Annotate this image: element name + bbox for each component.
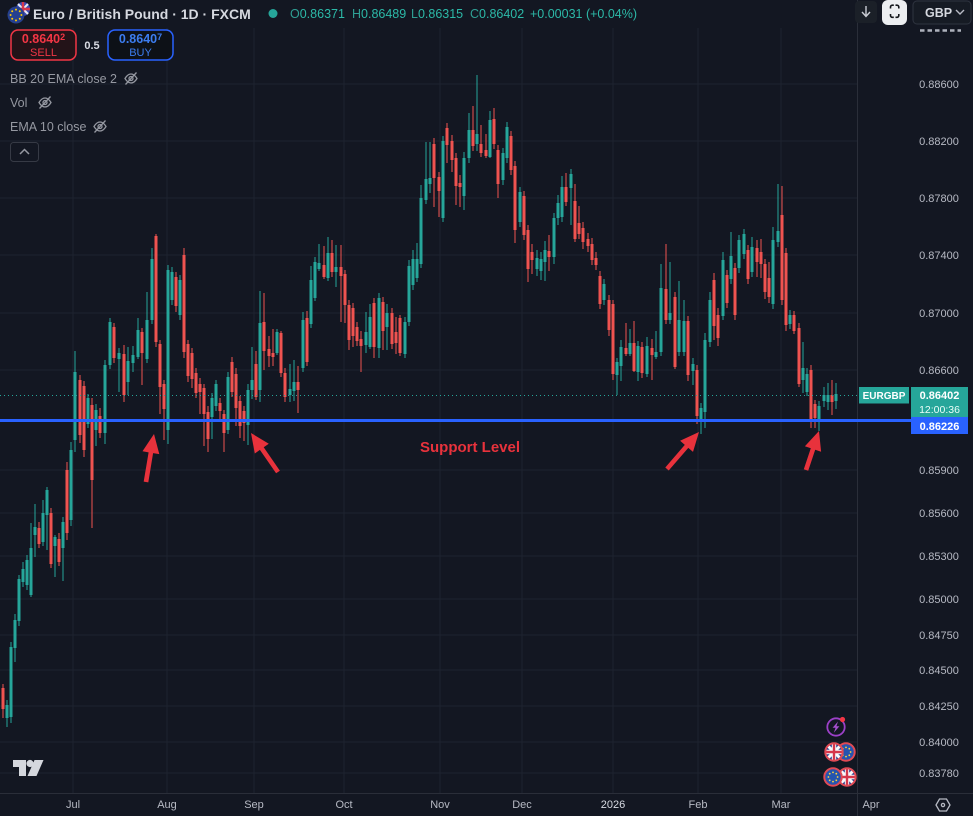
svg-text:0.86407: 0.86407 [119,32,162,46]
svg-text:EURGBP: EURGBP [863,391,906,402]
svg-text:0.87400: 0.87400 [919,250,959,262]
svg-text:Nov: Nov [430,799,450,811]
svg-text:0.85900: 0.85900 [919,465,959,477]
svg-text:Mar: Mar [772,799,791,811]
svg-text:0.84750: 0.84750 [919,630,959,642]
svg-text:0.84500: 0.84500 [919,665,959,677]
svg-text:+0.00031 (+0.04%): +0.00031 (+0.04%) [530,7,637,21]
svg-text:SELL: SELL [30,47,57,59]
svg-text:12:00:36: 12:00:36 [919,404,960,416]
svg-text:0.86402: 0.86402 [22,32,65,46]
svg-text:0.88200: 0.88200 [919,136,959,148]
svg-text:0.84000: 0.84000 [919,737,959,749]
svg-text:Aug: Aug [157,799,177,811]
svg-text:0.87000: 0.87000 [919,308,959,320]
svg-text:GBP: GBP [925,6,952,20]
svg-text:Apr: Apr [862,799,879,811]
svg-text:0.85300: 0.85300 [919,551,959,563]
svg-text:Dec: Dec [512,799,532,811]
svg-text:0.86402: 0.86402 [920,390,960,402]
svg-text:Jul: Jul [66,799,80,811]
svg-text:0.83780: 0.83780 [919,768,959,780]
svg-text:H0.86489: H0.86489 [352,7,406,21]
svg-text:0.85600: 0.85600 [919,508,959,520]
svg-text:0.84250: 0.84250 [919,701,959,713]
svg-text:2026: 2026 [601,799,625,811]
svg-text:0.86600: 0.86600 [919,365,959,377]
svg-text:Sep: Sep [244,799,264,811]
svg-text:0.85000: 0.85000 [919,594,959,606]
svg-text:C0.86402: C0.86402 [470,7,524,21]
svg-text:0.86226: 0.86226 [920,421,960,433]
svg-text:Euro / British Pound · 1D · FX: Euro / British Pound · 1D · FXCM [33,6,251,22]
svg-text:0.88600: 0.88600 [919,79,959,91]
svg-text:0.5: 0.5 [84,40,99,52]
svg-text:0.87800: 0.87800 [919,193,959,205]
svg-text:Oct: Oct [335,799,352,811]
svg-text:BB 20 EMA close 2: BB 20 EMA close 2 [10,72,117,86]
svg-text:Vol: Vol [10,96,27,110]
svg-text:Support Level: Support Level [420,439,520,456]
svg-text:BUY: BUY [129,47,152,59]
svg-text:O0.86371: O0.86371 [290,7,345,21]
svg-text:Feb: Feb [689,799,708,811]
svg-text:L0.86315: L0.86315 [411,7,463,21]
svg-text:EMA 10 close: EMA 10 close [10,120,86,134]
